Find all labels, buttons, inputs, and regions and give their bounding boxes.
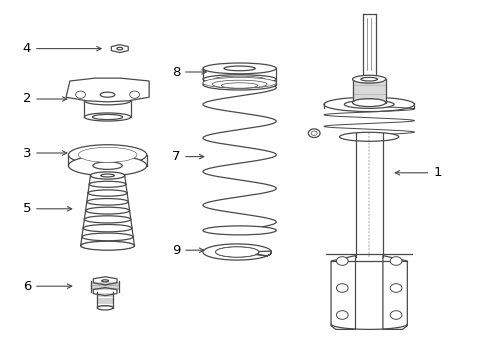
Circle shape	[336, 257, 347, 265]
Ellipse shape	[89, 181, 126, 187]
Ellipse shape	[88, 190, 127, 196]
Ellipse shape	[203, 63, 276, 74]
Circle shape	[336, 284, 347, 292]
Ellipse shape	[90, 172, 124, 179]
Ellipse shape	[344, 100, 393, 108]
Polygon shape	[203, 244, 271, 260]
Circle shape	[76, 91, 85, 98]
Circle shape	[389, 257, 401, 265]
Ellipse shape	[68, 156, 146, 176]
Ellipse shape	[101, 174, 114, 177]
Ellipse shape	[203, 79, 276, 90]
Ellipse shape	[68, 145, 146, 165]
Ellipse shape	[84, 97, 131, 105]
Ellipse shape	[81, 233, 133, 241]
Text: 4: 4	[22, 42, 101, 55]
Ellipse shape	[221, 83, 258, 88]
Ellipse shape	[93, 151, 122, 158]
Polygon shape	[330, 256, 355, 329]
Ellipse shape	[83, 225, 132, 232]
Circle shape	[336, 311, 347, 319]
Ellipse shape	[360, 77, 377, 81]
Ellipse shape	[100, 92, 115, 97]
Polygon shape	[111, 45, 128, 53]
Text: 8: 8	[171, 66, 206, 78]
Ellipse shape	[352, 99, 385, 107]
Ellipse shape	[203, 226, 276, 235]
Text: 7: 7	[171, 150, 203, 163]
Text: 9: 9	[171, 244, 203, 257]
Ellipse shape	[90, 173, 124, 179]
Circle shape	[129, 91, 139, 98]
Ellipse shape	[339, 132, 398, 141]
Polygon shape	[382, 256, 407, 329]
Ellipse shape	[85, 207, 129, 214]
Circle shape	[389, 311, 401, 319]
Ellipse shape	[102, 280, 108, 282]
Circle shape	[389, 284, 401, 292]
Ellipse shape	[93, 162, 122, 170]
Ellipse shape	[203, 75, 276, 84]
Text: 5: 5	[22, 202, 72, 215]
Circle shape	[307, 129, 319, 138]
Ellipse shape	[81, 242, 134, 250]
Ellipse shape	[215, 247, 258, 257]
Ellipse shape	[323, 97, 414, 112]
Ellipse shape	[352, 75, 385, 83]
Circle shape	[310, 131, 316, 135]
Ellipse shape	[92, 114, 122, 120]
Ellipse shape	[87, 199, 128, 205]
Polygon shape	[93, 277, 117, 285]
Polygon shape	[93, 288, 117, 296]
Text: 3: 3	[22, 147, 67, 159]
Ellipse shape	[81, 241, 134, 250]
Polygon shape	[66, 78, 149, 102]
Text: 1: 1	[394, 166, 441, 179]
Ellipse shape	[84, 113, 131, 121]
Text: 6: 6	[22, 280, 72, 293]
Ellipse shape	[117, 48, 122, 50]
Ellipse shape	[84, 216, 131, 223]
Ellipse shape	[224, 66, 255, 71]
Ellipse shape	[212, 80, 266, 88]
Ellipse shape	[203, 77, 276, 88]
Ellipse shape	[97, 306, 113, 310]
Text: 2: 2	[22, 93, 67, 105]
Ellipse shape	[214, 76, 264, 82]
Ellipse shape	[78, 147, 137, 162]
